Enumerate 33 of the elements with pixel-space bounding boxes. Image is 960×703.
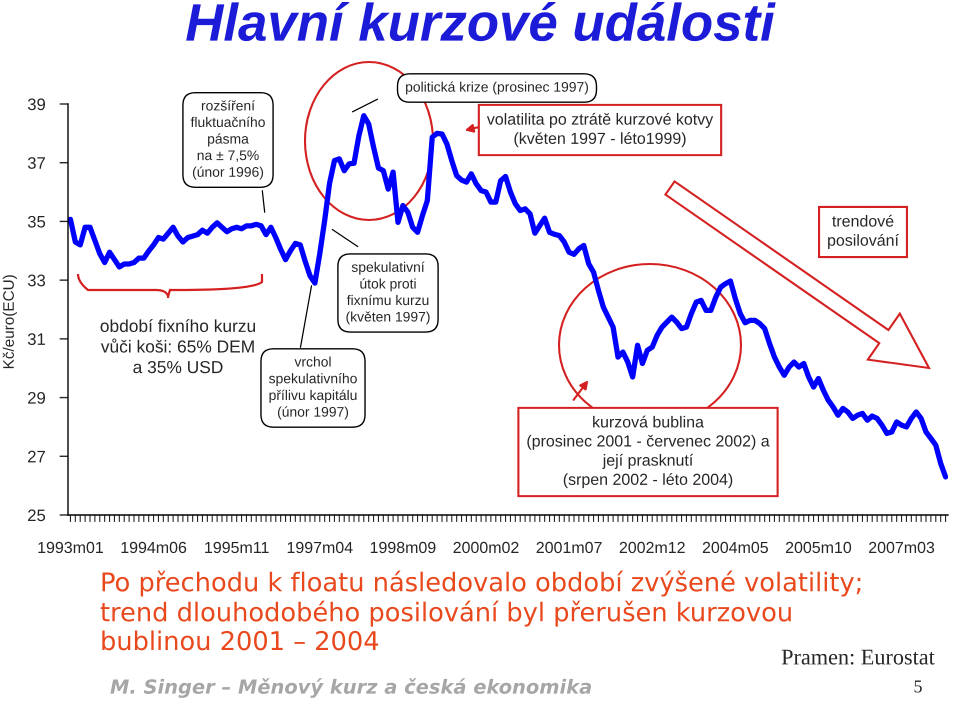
text: 5 (914, 680, 922, 693)
y-tick-label: 39 (28, 98, 45, 110)
x-tick-label: 1994m06 (121, 542, 186, 554)
annotation: rozšíření fluktuačního pásma na ± 7,5% (únor 1996) (190, 100, 265, 180)
annotation: kurzová bublina (prosinec 2001 - červenec 2002) a její prasknutí (srpen 2002 - léto 2004) (527, 416, 770, 488)
x-tick-label: 1998m09 (370, 542, 436, 554)
text: Pramen: Eurostat (782, 650, 935, 665)
text: Po přechodu k floatu následovalo období zvýšené volatility; trend dlouhodobého posilování byl přerušen kurzovou bublinou 2001 – 2004 (100, 570, 860, 650)
x-tick-label: 2004m05 (702, 542, 768, 554)
x-tick-label: 2001m07 (536, 542, 602, 554)
annotation: období fixního kurzu vůči koši: 65% DEM a 35% USD (100, 319, 256, 374)
y-tick-label: 37 (28, 157, 45, 169)
text: M. Singer – Měnový kurz a česká ekonomika (110, 678, 591, 698)
x-tick-label: 2002m12 (620, 542, 685, 554)
x-tick-label: 2000m02 (454, 542, 519, 554)
y-tick-label: 35 (28, 216, 46, 228)
y-tick-label: 25 (28, 509, 46, 522)
y-tick-label: 31 (28, 333, 45, 346)
annotation: spekulativní útok proti fixnímu kurzu (květen 1997) (346, 262, 430, 324)
x-tick-label: 1997m04 (288, 542, 353, 554)
x-tick-label: 1995m11 (205, 542, 269, 554)
y-tick-label: 29 (28, 392, 45, 404)
chart-title: Hlavní kurzové události (186, 2, 776, 42)
x-tick-label: 2005m10 (786, 542, 852, 554)
x-tick-label: 2007m03 (869, 542, 934, 554)
y-axis-title: Kč/euro(ECU) (2, 275, 17, 368)
annotation: vrchol spekulativního přílivu kapitálu (únor 1997) (268, 356, 357, 420)
x-tick-label: 1993m01 (38, 542, 103, 554)
y-tick-label: 33 (28, 274, 46, 286)
annotation: volatilita po ztrátě kurzové kotvy (květen 1997 - léto1999) (486, 112, 714, 148)
text: politická krize (prosinec 1997) (406, 81, 588, 95)
y-tick-label: 27 (28, 450, 45, 462)
annotation: trendové posilování (828, 214, 899, 250)
